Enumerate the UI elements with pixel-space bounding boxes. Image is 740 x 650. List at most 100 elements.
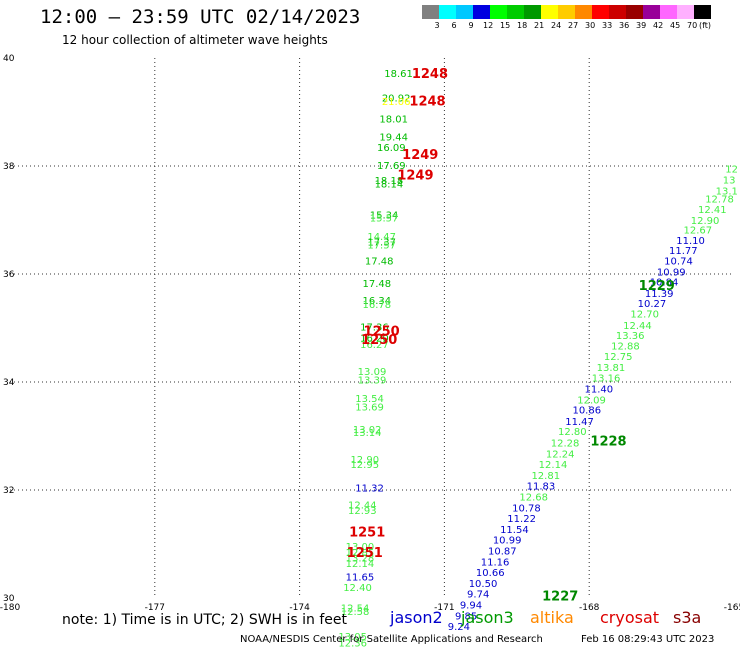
data-point-jason3: 17.69	[377, 161, 406, 172]
data-point-jason3: 12.85	[346, 548, 375, 559]
color-scale-label: 30	[585, 21, 596, 30]
data-point-jason3: 12.44	[348, 501, 377, 512]
data-point-jason3: 11.47	[565, 417, 594, 428]
data-point-jason3: 10.99	[657, 267, 686, 278]
note-text: note: 1) Time is in UTC; 2) SWH is in fe…	[62, 612, 348, 628]
color-scale-label: 70	[687, 21, 698, 30]
color-swatch	[609, 5, 626, 19]
color-swatch	[660, 5, 677, 19]
color-swatch	[456, 5, 473, 19]
color-scale-label: 42	[653, 21, 664, 30]
time-label: 1248	[412, 67, 448, 82]
color-scale-label: 24	[551, 21, 562, 30]
data-point-jason3: 18.01	[379, 114, 408, 125]
color-scale-label: 18	[517, 21, 528, 30]
data-point-jason3: 9.94	[460, 600, 482, 611]
color-swatch	[541, 5, 558, 19]
data-point-jason3: 11.22	[507, 514, 536, 525]
satellite-legend-altika: altika	[530, 608, 574, 627]
data-point-jason3: 10.87	[488, 546, 517, 557]
color-scale-label: 36	[619, 21, 630, 30]
data-point-jason3: 12.95	[350, 460, 379, 471]
color-scale-label: 27	[568, 21, 579, 30]
footer-credit: NOAA/NESDIS Center for Satellite Applica…	[240, 634, 543, 645]
color-swatch	[422, 5, 439, 19]
data-point-jason3: 12.90	[350, 455, 379, 466]
data-point-jason3: 20.92	[382, 93, 411, 104]
data-point-jason3: 14.47	[367, 232, 396, 243]
data-point-jason3: 10.50	[469, 579, 498, 590]
data-point-jason3: 13.39	[358, 375, 387, 386]
data-point-jason3: 12.14	[539, 460, 568, 471]
data-point-jason3: 9.85	[455, 611, 477, 622]
data-point-jason3: 10.84	[650, 278, 679, 289]
data-point-jason3: 12.78	[705, 194, 734, 205]
time-label: 1251	[349, 526, 385, 541]
data-point-jason3: 11.16	[481, 557, 510, 568]
color-scale-label: 15	[500, 21, 511, 30]
footer-timestamp: Feb 16 08:29:43 UTC 2023	[581, 634, 715, 645]
axis-ticks: -180 -177 -174 -171 -168 -165 30 32 34 36 38 40	[0, 54, 740, 613]
color-scale-label: 45	[670, 21, 681, 30]
color-swatch	[507, 5, 524, 19]
data-point-jason3: 12.88	[611, 341, 640, 352]
data-point-jason3: 12.40	[343, 583, 372, 594]
data-point-jason3: 15.34	[370, 211, 399, 222]
color-swatch	[626, 5, 643, 19]
color-swatch	[439, 5, 456, 19]
time-label: 1250	[361, 333, 397, 348]
y-tick-label: 34	[3, 378, 15, 388]
color-swatch	[524, 5, 541, 19]
color-swatch	[575, 5, 592, 19]
data-point-jason3: 18.18	[375, 176, 404, 187]
data-point-jason3: 12.41	[698, 205, 727, 216]
color-swatch	[677, 5, 694, 19]
color-swatch	[592, 5, 609, 19]
data-point-jason3: 18.14	[375, 179, 404, 190]
time-label: 1229	[639, 279, 675, 294]
data-point-jason3: 10.78	[512, 503, 541, 514]
time-label: 1248	[409, 95, 445, 110]
data-point-jason3: 16.09	[377, 143, 406, 154]
data-point-jason3: 16.27	[360, 340, 389, 351]
data-point-jason3: 13.09	[358, 367, 387, 378]
data-point-jason3: 13.69	[355, 402, 384, 413]
data-point-jason3: 10.74	[664, 257, 693, 268]
data-point-jason3: 11.54	[500, 525, 529, 536]
x-tick-label: -174	[289, 603, 310, 613]
data-point-jason3: 11.77	[669, 246, 698, 257]
color-swatch	[490, 5, 507, 19]
data-point-jason3: 13.02	[353, 425, 382, 436]
data-point-jason3: 12.58	[341, 607, 370, 618]
data-point-jason3: 15.57	[370, 213, 399, 224]
color-scale-label: 6	[451, 21, 457, 30]
data-point-jason3: 11.40	[585, 384, 614, 395]
color-scale-label: 12	[483, 21, 494, 30]
data-point-jason3: 13.28	[346, 554, 375, 565]
x-tick-label: -168	[579, 603, 600, 613]
color-scale-labels: 3 6 9 12 15 18 21 24 27 30 33 36 39 42 45 70 (ft)	[422, 21, 740, 33]
color-swatch	[643, 5, 660, 19]
x-tick-label: -171	[434, 603, 454, 613]
data-point-jason3: 13.54	[355, 394, 384, 405]
y-tick-label: 38	[3, 162, 15, 172]
data-point-jason3: 12.14	[346, 559, 375, 570]
data-point-jason3: 9.74	[467, 590, 489, 601]
data-point-jason3: 10.99	[493, 536, 522, 547]
data-point-jason3: 13.05	[338, 632, 367, 643]
y-tick-label: 30	[3, 594, 15, 604]
data-point-jason3: 12	[725, 165, 738, 176]
data-point-jason3: 12.93	[348, 506, 377, 517]
data-point-jason3: 12.44	[623, 321, 652, 332]
time-label: 1251	[347, 546, 383, 561]
color-scale-label: 3	[434, 21, 440, 30]
color-scale-label: (ft)	[699, 21, 712, 30]
data-point-jason3: 12.28	[551, 438, 580, 449]
data-point-jason3: 17.36	[360, 322, 389, 333]
color-swatch	[694, 5, 711, 19]
y-tick-label: 36	[3, 270, 15, 280]
data-point-jason3: 17.48	[363, 279, 392, 290]
